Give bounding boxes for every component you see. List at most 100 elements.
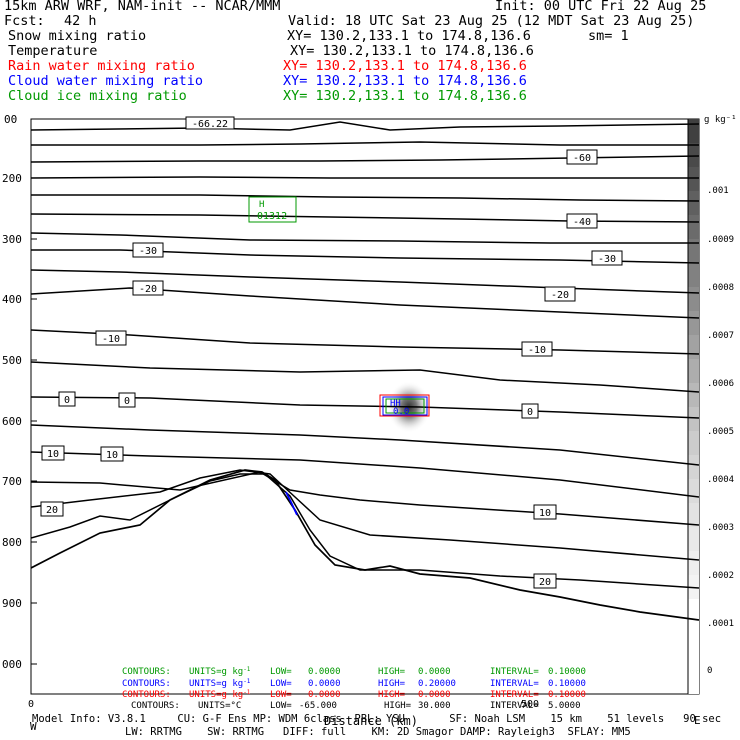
svg-text:-30: -30 <box>139 246 157 257</box>
svg-text:CONTOURS:: CONTOURS: <box>122 667 171 677</box>
contour-label: -66.22 <box>186 117 234 130</box>
colorbar-segment <box>688 407 699 431</box>
colorbar-segment <box>688 119 699 143</box>
colorbar-unit: g kg⁻¹ <box>704 115 737 125</box>
y-tick-label: 000 <box>2 658 22 671</box>
svg-text:-20: -20 <box>551 290 569 301</box>
svg-text:0.20000: 0.20000 <box>418 679 456 689</box>
contour-label: -30 <box>133 243 163 257</box>
terrain-profile <box>31 470 699 620</box>
isotherm <box>31 214 699 222</box>
svg-text:0.10000: 0.10000 <box>548 690 586 700</box>
colorbar-tick: .0006 <box>707 379 734 389</box>
svg-text:0.0000: 0.0000 <box>418 690 451 700</box>
colorbar-segment <box>688 383 699 407</box>
svg-text:HIGH=: HIGH= <box>384 701 412 711</box>
svg-text:-30: -30 <box>598 254 616 265</box>
colorbar-tick: .0002 <box>707 571 734 581</box>
legend-row-cloud-ice: CONTOURS: UNITS=g kg-1 LOW= 0.0000 HIGH=… <box>122 666 586 677</box>
svg-text:0: 0 <box>124 396 130 407</box>
colorbar-segment <box>688 479 699 503</box>
svg-text:LOW=: LOW= <box>270 667 292 677</box>
y-tick-label: 200 <box>2 172 22 185</box>
svg-text:20: 20 <box>46 505 58 516</box>
svg-text:CONTOURS:: CONTOURS: <box>131 701 180 711</box>
model-info-line-1: Model Info: V3.8.1 CU: G-F Ens MP: WDM 6… <box>32 713 721 725</box>
legend-row-temperature: CONTOURS: UNITS=°C LOW= -65.000 HIGH= 30… <box>131 701 581 711</box>
contour-label: 0 <box>59 392 75 406</box>
isotherm <box>31 472 699 525</box>
isotherm <box>31 470 699 560</box>
colorbar-segment <box>688 335 699 359</box>
isotherm <box>31 425 699 465</box>
isotherm <box>31 362 699 392</box>
colorbar-segment <box>688 503 699 527</box>
svg-text:0.0000: 0.0000 <box>418 667 451 677</box>
colorbar <box>688 119 699 694</box>
y-tick-label: 500 <box>2 354 22 367</box>
svg-text:10: 10 <box>539 508 551 519</box>
colorbar-tick: .0003 <box>707 523 734 533</box>
svg-text:0.10000: 0.10000 <box>548 667 586 677</box>
svg-text:HIGH=: HIGH= <box>378 679 406 689</box>
svg-text:UNITS=g kg-1: UNITS=g kg-1 <box>189 689 251 700</box>
temperature-contours <box>31 122 699 588</box>
legend-row-cloud-water: CONTOURS: UNITS=g kg-1 LOW= 0.0000 HIGH=… <box>122 678 586 689</box>
isotherm <box>31 452 699 497</box>
contour-label: -10 <box>522 342 552 356</box>
colorbar-segment <box>688 431 699 455</box>
svg-text:0.0000: 0.0000 <box>308 667 341 677</box>
svg-text:UNITS=g kg-1: UNITS=g kg-1 <box>189 678 251 689</box>
colorbar-segment <box>688 191 699 215</box>
svg-text:UNITS=g kg-1: UNITS=g kg-1 <box>189 666 251 677</box>
svg-text:LOW=: LOW= <box>270 679 292 689</box>
svg-text:-40: -40 <box>573 217 591 228</box>
contour-legend: CONTOURS: UNITS=g kg-1 LOW= 0.0000 HIGH=… <box>122 666 586 711</box>
y-tick-label: 400 <box>2 293 22 306</box>
contour-label: 10 <box>101 447 123 461</box>
svg-text:0.0000: 0.0000 <box>308 690 341 700</box>
contour-label: -40 <box>567 214 597 228</box>
contour-label: 20 <box>41 502 63 516</box>
colorbar-segment <box>688 551 699 575</box>
contour-label: -60 <box>567 150 597 164</box>
isotherm <box>31 195 699 201</box>
svg-text:-66.22: -66.22 <box>192 119 228 130</box>
isotherm <box>31 177 699 178</box>
colorbar-tick: .0009 <box>707 235 734 245</box>
isotherm <box>31 288 699 318</box>
svg-text:INTERVAL=: INTERVAL= <box>490 690 539 700</box>
svg-text:CONTOURS:: CONTOURS: <box>122 690 171 700</box>
y-tick-label: 300 <box>2 233 22 246</box>
colorbar-segment <box>688 263 699 287</box>
y-tick-label: 700 <box>2 475 22 488</box>
contour-label: -30 <box>592 251 622 265</box>
y-tick-label: 800 <box>2 536 22 549</box>
svg-text:10: 10 <box>47 449 59 460</box>
isotherm <box>31 156 699 162</box>
svg-text:0: 0 <box>64 395 70 406</box>
contour-label: 10 <box>42 446 64 460</box>
colorbar-segment <box>688 359 699 383</box>
colorbar-tick: .0005 <box>707 427 734 437</box>
y-tick-label: 900 <box>2 597 22 610</box>
cloud-water-contour <box>286 492 297 515</box>
svg-text:CONTOURS:: CONTOURS: <box>122 679 171 689</box>
x-tick-label: 0 <box>28 699 34 710</box>
colorbar-segment <box>688 455 699 479</box>
svg-text:0.0000: 0.0000 <box>308 679 341 689</box>
model-info-line-2: LW: RRTMG SW: RRTMG DIFF: full KM: 2D Sm… <box>125 726 631 738</box>
isotherm <box>31 122 699 130</box>
colorbar-segment <box>688 167 699 191</box>
svg-text:5.0000: 5.0000 <box>548 701 581 711</box>
contour-label: -20 <box>545 287 575 301</box>
y-axis-ticks <box>31 119 37 664</box>
svg-text:-65.000: -65.000 <box>299 701 337 711</box>
colorbar-tick: 0 <box>707 666 712 676</box>
svg-text:INTERVAL=: INTERVAL= <box>490 701 539 711</box>
y-tick-label: 00 <box>4 113 17 126</box>
svg-text:HIGH=: HIGH= <box>378 690 406 700</box>
y-tick-label: 600 <box>2 415 22 428</box>
colorbar-tick: .0008 <box>707 283 734 293</box>
contour-label: 0 <box>119 393 135 407</box>
